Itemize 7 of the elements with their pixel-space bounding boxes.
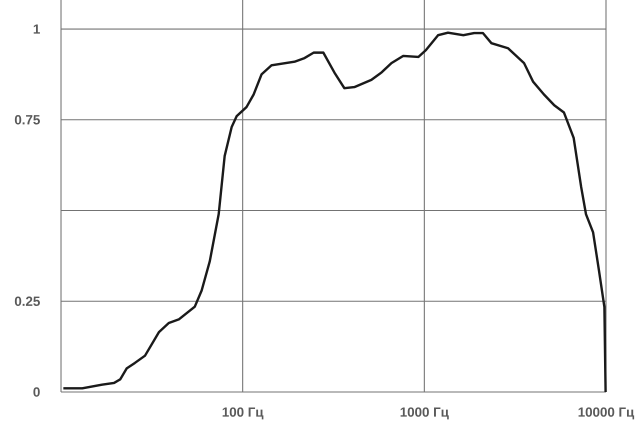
y-tick-label: 0.75 [14, 115, 40, 124]
y-tick-label: 0.25 [14, 296, 40, 306]
y-tick-label: 1 [34, 24, 40, 34]
y-tick-label: 0 [33, 387, 40, 397]
x-tick-label: 1000 Гц [400, 407, 449, 420]
x-tick-label: 100 Гц [222, 407, 264, 420]
x-tick-label: 10000 Гц [578, 407, 634, 420]
